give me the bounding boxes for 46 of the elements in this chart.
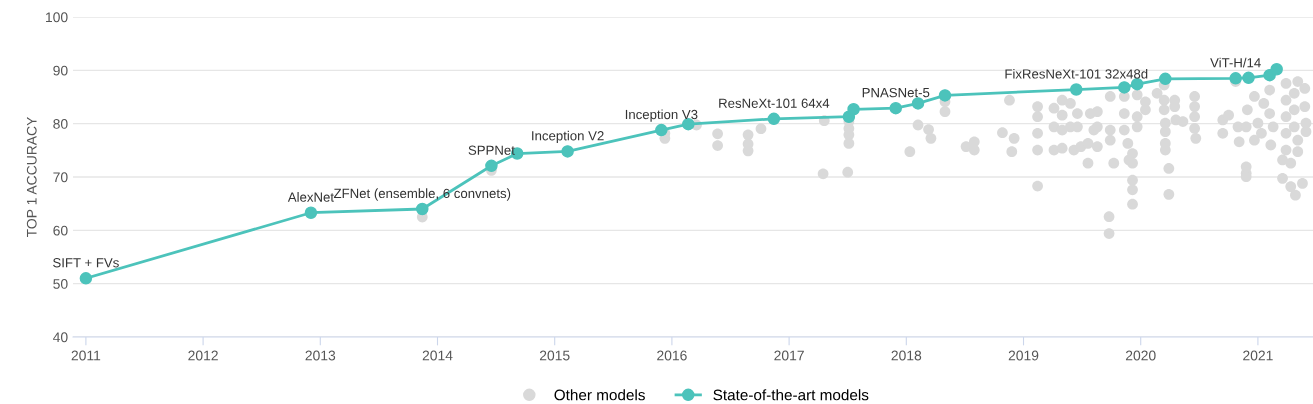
legend-label: State-of-the-art models (713, 389, 869, 401)
annotation: SIFT + FVs (53, 258, 119, 268)
point (767, 112, 781, 126)
annotation: ResNeXt-101 64x4 (719, 98, 830, 108)
x-tick-label: 2021 (1243, 350, 1273, 361)
annotation: Inception V3 (625, 109, 698, 122)
x-tick-label: 2020 (1125, 350, 1156, 361)
point (304, 206, 318, 219)
y-tick-label: 100 (46, 12, 68, 23)
y-axis-title: TOP 1 ACCURACY (26, 116, 37, 238)
point (655, 123, 668, 137)
point (1070, 83, 1083, 96)
annotation: FixResNeXt-101 32x48d (1005, 68, 1148, 79)
annotation: Inception V2 (532, 130, 604, 144)
legend-label: Other models (554, 389, 645, 401)
point (847, 103, 860, 116)
annotation: PNASNet-5 (862, 87, 930, 98)
x-tick-label: 2019 (1008, 350, 1039, 361)
x-tick-label: 2015 (539, 350, 570, 361)
y-tick-label: 70 (53, 172, 68, 183)
point (485, 159, 498, 173)
point (561, 145, 574, 158)
x-tick-label: 2016 (657, 350, 687, 361)
x-tick-label: 2013 (305, 350, 336, 361)
x-tick-label: 2014 (422, 350, 453, 361)
annotation: AlexNet (287, 192, 334, 202)
x-tick-label: 2011 (71, 350, 101, 361)
point (1242, 71, 1255, 85)
point (938, 89, 952, 102)
y-tick-label: 40 (53, 332, 68, 343)
point (1159, 72, 1172, 86)
x-tick-label: 2012 (188, 350, 218, 361)
point (79, 272, 93, 285)
point (1270, 63, 1283, 76)
point (416, 202, 429, 216)
point (911, 97, 925, 110)
y-tick-label: 90 (53, 65, 68, 76)
x-tick-label: 2017 (774, 350, 804, 361)
annotation: ViT-H/14 (1210, 57, 1261, 68)
y-tick-label: 50 (53, 279, 68, 289)
x-tick-label: 2018 (891, 350, 922, 361)
point (889, 101, 903, 115)
point (1229, 72, 1242, 85)
y-tick-label: 80 (53, 119, 68, 129)
y-tick-label: 60 (53, 225, 68, 236)
point (1118, 81, 1131, 94)
